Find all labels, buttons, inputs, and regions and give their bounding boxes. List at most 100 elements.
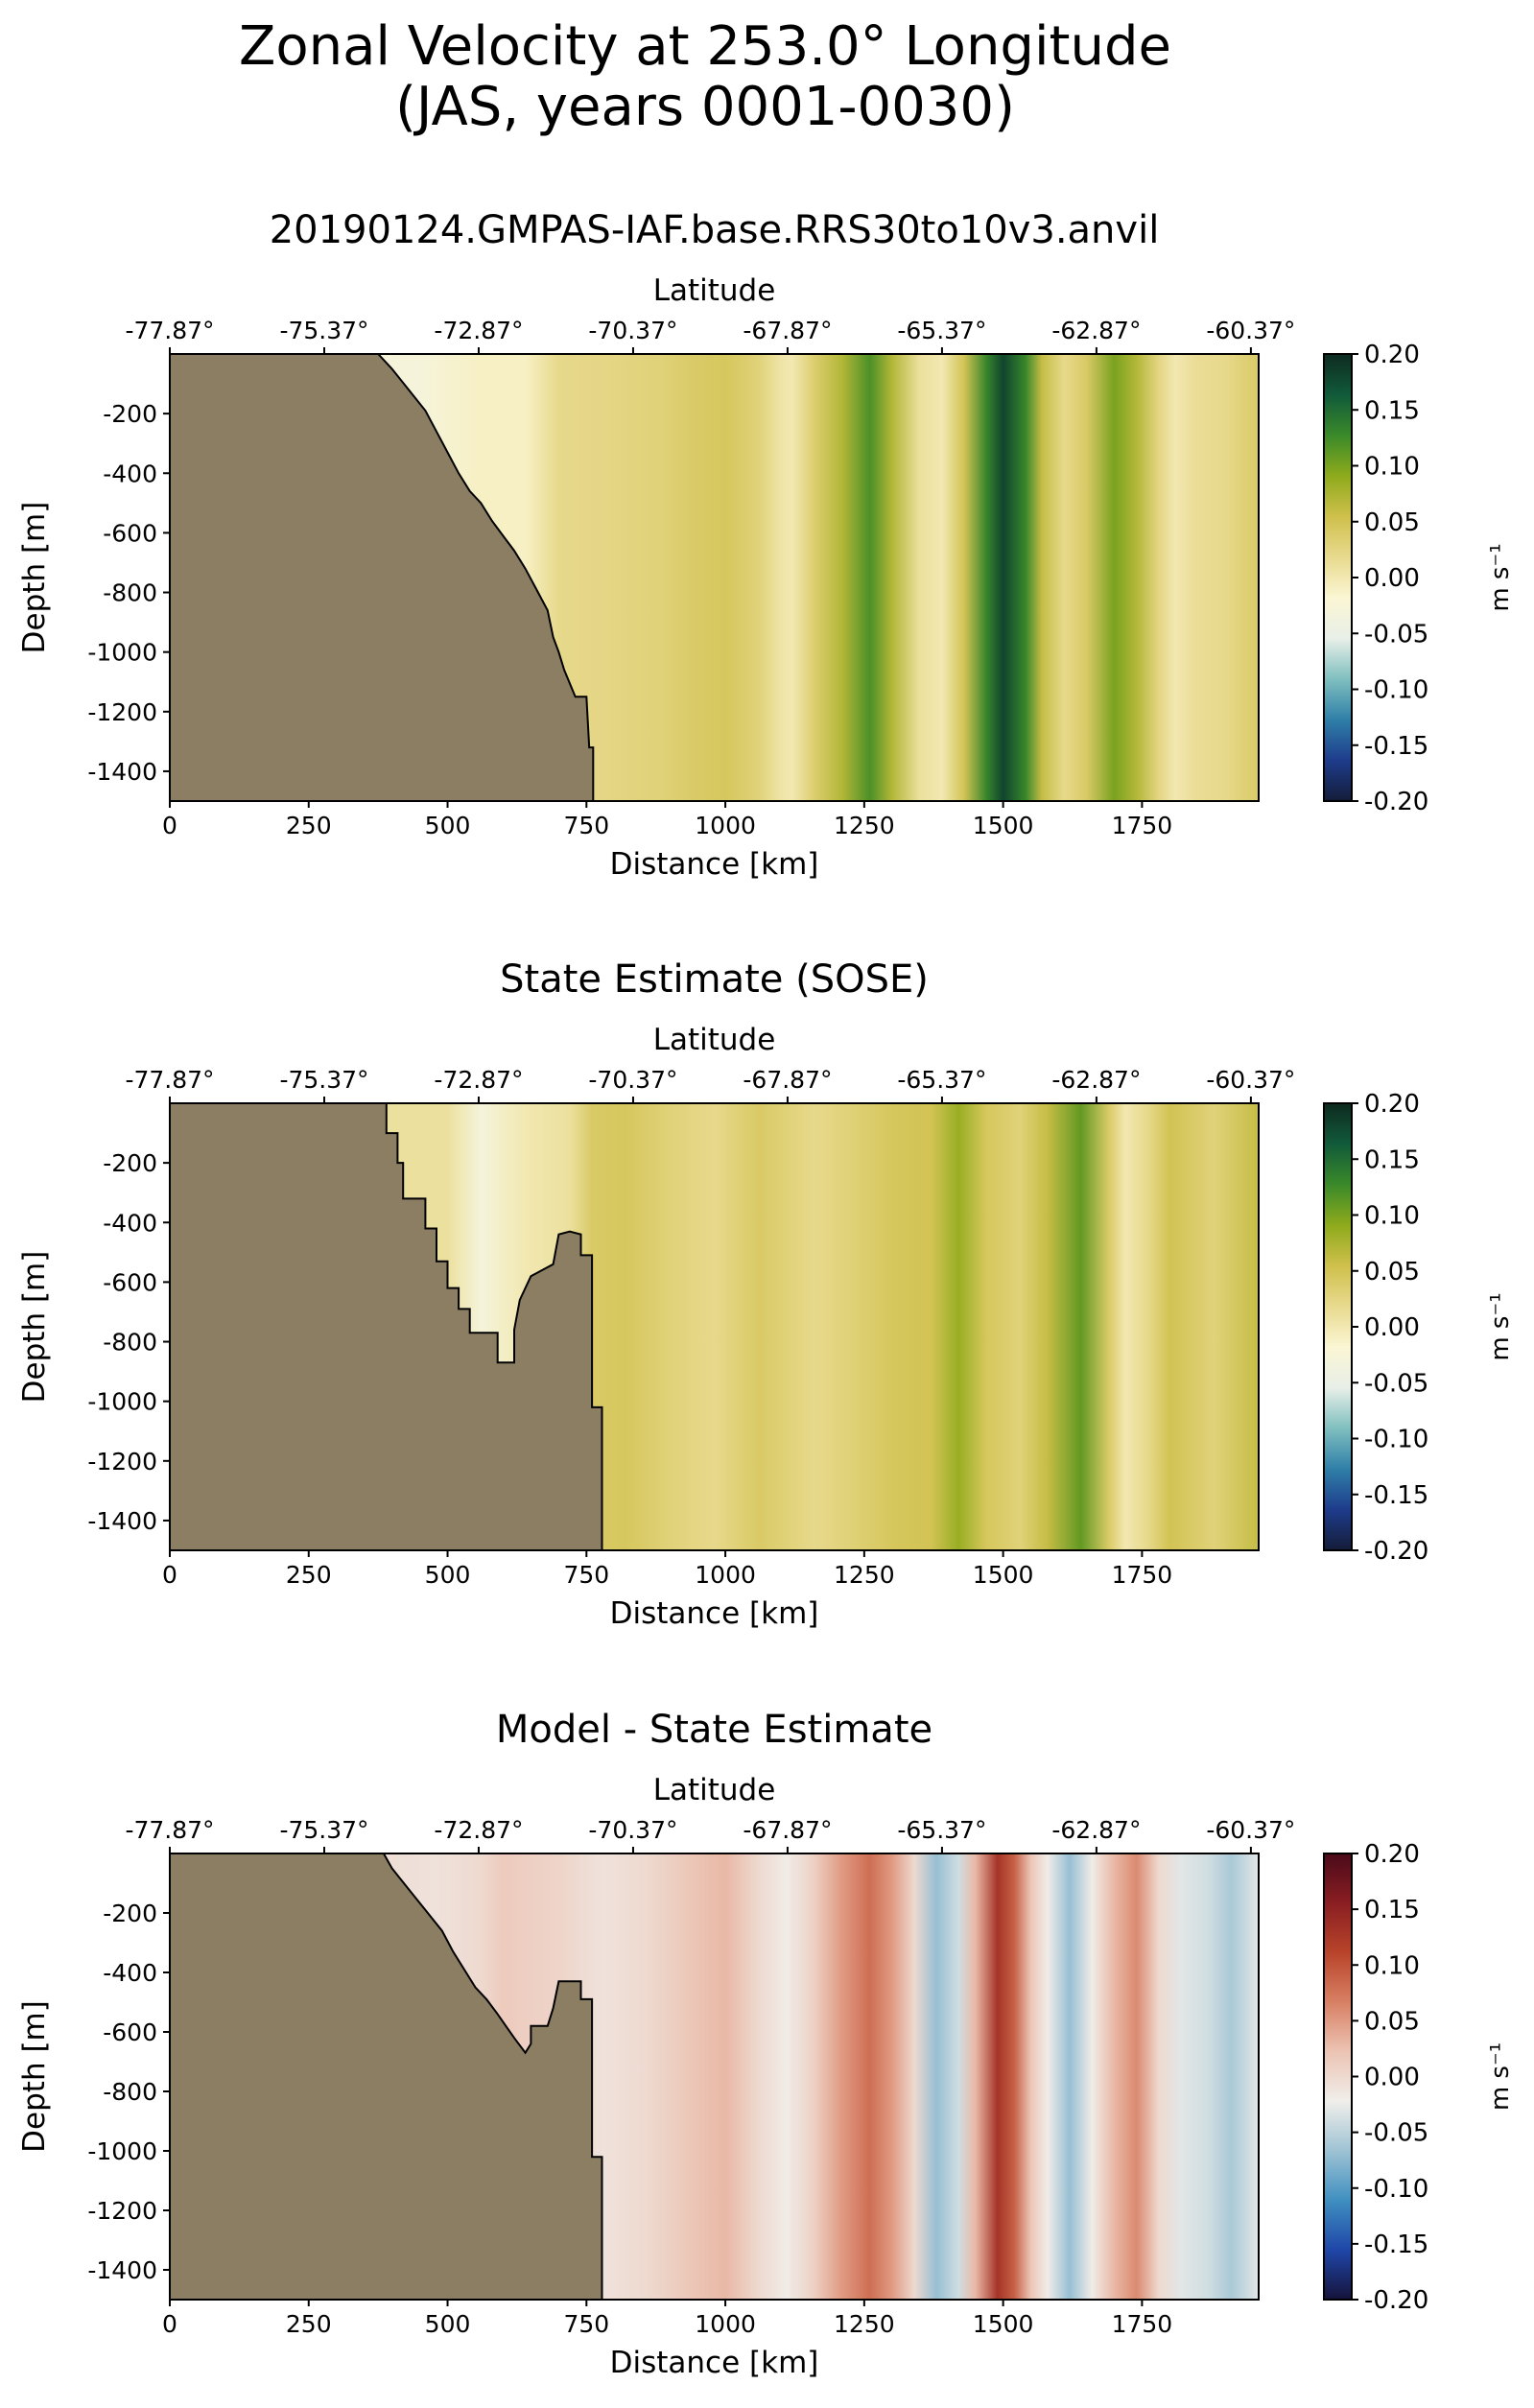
depth-tick-label: -400: [103, 1209, 157, 1237]
distance-tick-label: 500: [425, 2310, 471, 2338]
distance-tick-label: 1750: [1112, 2310, 1173, 2338]
distance-tick-label: 1000: [695, 1561, 756, 1589]
latitude-tick-label: -65.37°: [897, 317, 986, 344]
plot-frame: [169, 1102, 1260, 1551]
distance-tick-label: 750: [563, 2310, 609, 2338]
panel-3: Model - State Estimate Latitude -77.87° -75…: [17, 1708, 1515, 2380]
colorbar-tick-label: 0.05: [1364, 1258, 1420, 1287]
colorbar-tick-label: 0.20: [1364, 1840, 1420, 1869]
depth-tick-label: -1200: [87, 1448, 157, 1475]
colorbar-tick-label: -0.10: [1364, 2175, 1428, 2204]
latitude-tick-label: -77.87°: [125, 1066, 214, 1094]
latitude-tick-label: -70.37°: [588, 317, 677, 344]
bathymetry-land: [169, 353, 595, 802]
colorbar-tick-label: 0.05: [1364, 2007, 1420, 2036]
distance-tick-label: 250: [286, 1561, 332, 1589]
latitude-tick-label: -62.87°: [1051, 1816, 1141, 1844]
depth-tick-label: -200: [103, 1149, 157, 1177]
panel-2: State Estimate (SOSE) Latitude -77.87° -75.…: [17, 957, 1515, 1631]
distance-tick-label: 500: [425, 1561, 471, 1589]
colorbar-tick-label: -0.20: [1364, 2286, 1428, 2315]
colorbar-tick-label: -0.10: [1364, 676, 1428, 705]
distance-tick-label: 1750: [1112, 812, 1173, 839]
depth-tick-label: -400: [103, 460, 157, 487]
depth-tick-label: -1400: [87, 758, 157, 786]
colorbar-tick-label: 0.15: [1364, 1145, 1420, 1174]
colorbar-tick-label: 0.05: [1364, 508, 1420, 537]
latitude-tick-label: -75.37°: [279, 1816, 368, 1844]
colorbar-tick-label: -0.15: [1364, 2231, 1428, 2259]
distance-tick-label: 0: [162, 1561, 177, 1589]
latitude-tick-label: -70.37°: [588, 1066, 677, 1094]
distance-tick-label: 1750: [1112, 1561, 1173, 1589]
depth-tick-label: -1000: [87, 1388, 157, 1416]
plot-frame: [169, 353, 1260, 802]
colorbar-tick-label: 0.00: [1364, 2064, 1420, 2092]
distance-tick-label: 1250: [834, 812, 895, 839]
colorbar-tick-label: 0.20: [1364, 341, 1420, 369]
distance-tick-label: 1000: [695, 812, 756, 839]
latitude-tick-label: -75.37°: [279, 1066, 368, 1094]
colorbar-label: m s⁻¹: [1486, 543, 1515, 611]
colorbar: [1323, 1853, 1353, 2301]
panel-title: Model - State Estimate: [496, 1708, 932, 1752]
distance-tick-label: 1500: [973, 812, 1034, 839]
colorbar-label: m s⁻¹: [1486, 1292, 1515, 1360]
latitude-tick-label: -62.87°: [1051, 1066, 1141, 1094]
colorbar-tick-label: 0.15: [1364, 396, 1420, 425]
panels: 20190124.GMPAS-IAF.base.RRS30to10v3.anvi…: [17, 208, 1515, 2380]
colorbar-tick-label: -0.10: [1364, 1426, 1428, 1454]
latitude-tick-label: -65.37°: [897, 1066, 986, 1094]
depth-tick-label: -1000: [87, 639, 157, 667]
panel-title: 20190124.GMPAS-IAF.base.RRS30to10v3.anvi…: [270, 208, 1160, 252]
distance-axis-label: Distance [km]: [610, 1596, 819, 1631]
colorbar-tick-label: -0.05: [1364, 1369, 1428, 1398]
depth-tick-label: -600: [103, 1268, 157, 1296]
colorbar-tick-label: 0.00: [1364, 1313, 1420, 1342]
depth-tick-label: -1200: [87, 2197, 157, 2225]
figure-title-line2: (JAS, years 0001-0030): [395, 76, 1015, 138]
depth-tick-label: -400: [103, 1959, 157, 1987]
distance-tick-label: 1500: [973, 2310, 1034, 2338]
latitude-tick-label: -77.87°: [125, 1816, 214, 1844]
distance-tick-label: 250: [286, 2310, 332, 2338]
latitude-tick-label: -60.37°: [1206, 1066, 1295, 1094]
depth-tick-label: -800: [103, 2078, 157, 2106]
latitude-tick-label: -65.37°: [897, 1816, 986, 1844]
latitude-axis-label: Latitude: [653, 1773, 776, 1807]
depth-tick-label: -200: [103, 1900, 157, 1927]
distance-tick-label: 0: [162, 2310, 177, 2338]
depth-tick-label: -1000: [87, 2137, 157, 2165]
bathymetry-land: [169, 1853, 603, 2301]
distance-tick-label: 1500: [973, 1561, 1034, 1589]
distance-tick-label: 1000: [695, 2310, 756, 2338]
colorbar-tick-label: -0.05: [1364, 2119, 1428, 2148]
depth-tick-label: -800: [103, 1329, 157, 1357]
depth-tick-label: -800: [103, 579, 157, 607]
latitude-tick-label: -72.87°: [434, 1816, 523, 1844]
depth-tick-label: -600: [103, 2018, 157, 2046]
distance-tick-label: 500: [425, 812, 471, 839]
depth-axis-label: Depth [m]: [17, 502, 52, 654]
colorbar-tick-label: 0.10: [1364, 1951, 1420, 1980]
distance-tick-label: 1250: [834, 2310, 895, 2338]
latitude-tick-label: -60.37°: [1206, 1816, 1295, 1844]
latitude-tick-label: -72.87°: [434, 1066, 523, 1094]
colorbar-label: m s⁻¹: [1486, 2042, 1515, 2111]
depth-tick-label: -1400: [87, 1507, 157, 1535]
plot-frame: [169, 1853, 1260, 2301]
colorbar: [1323, 353, 1353, 802]
latitude-tick-label: -72.87°: [434, 317, 523, 344]
figure-title-line1: Zonal Velocity at 253.0° Longitude: [239, 15, 1171, 78]
latitude-tick-label: -67.87°: [743, 317, 832, 344]
depth-tick-label: -1200: [87, 698, 157, 726]
depth-tick-label: -600: [103, 519, 157, 547]
distance-axis-label: Distance [km]: [610, 2346, 819, 2380]
latitude-tick-label: -75.37°: [279, 317, 368, 344]
depth-tick-label: -200: [103, 400, 157, 428]
latitude-tick-label: -77.87°: [125, 317, 214, 344]
colorbar-tick-label: -0.15: [1364, 732, 1428, 761]
latitude-axis-label: Latitude: [653, 1023, 776, 1057]
latitude-tick-label: -62.87°: [1051, 317, 1141, 344]
